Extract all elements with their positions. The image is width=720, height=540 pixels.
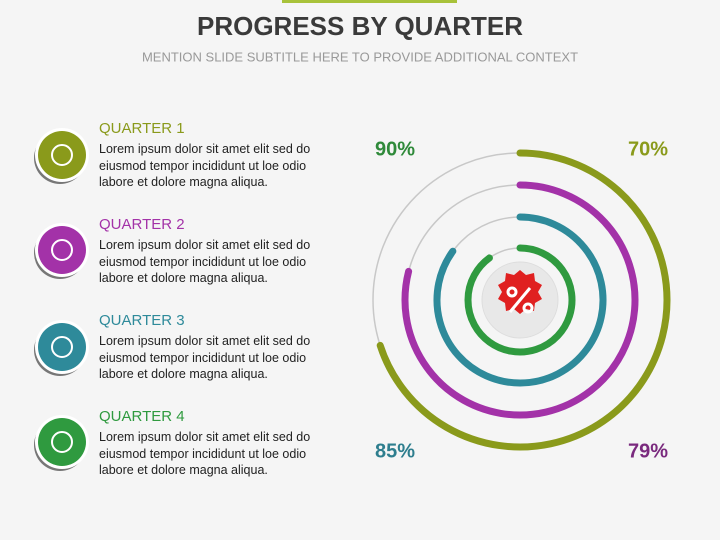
value-label: 90% <box>375 138 415 160</box>
icon-glyph <box>51 144 73 166</box>
icon-disc <box>38 418 86 466</box>
icon-disc <box>38 226 86 274</box>
title: PROGRESS BY QUARTER <box>197 11 523 41</box>
quarter-heading: QUARTER 2 <box>99 216 185 233</box>
icon-disc <box>38 131 86 179</box>
progress-arc <box>401 181 639 419</box>
value-label: 79% <box>628 440 668 462</box>
quarter-item: QUARTER 2 Lorem ipsum dolor sit amet elit… <box>99 216 331 287</box>
icon-disc <box>38 323 86 371</box>
percent-badge <box>498 270 542 314</box>
quarter-description: Lorem ipsum dolor sit amet elit sed do e… <box>99 142 311 189</box>
icon-glyph <box>51 431 73 453</box>
value-label: 85% <box>375 440 415 462</box>
quarter-heading: QUARTER 4 <box>99 408 185 425</box>
value-label: 70% <box>628 138 668 160</box>
quarter-item: QUARTER 3 Lorem ipsum dolor sit amet elit… <box>99 312 331 383</box>
quarter-heading: QUARTER 1 <box>99 120 185 137</box>
quarter-description: Lorem ipsum dolor sit amet elit sed do e… <box>99 238 311 285</box>
accent-bar <box>282 0 457 3</box>
progress-arc <box>464 244 576 356</box>
quarter-heading: QUARTER 3 <box>99 312 185 329</box>
quarter-item: QUARTER 4 Lorem ipsum dolor sit amet elit… <box>99 408 331 479</box>
progress-arc <box>376 149 671 451</box>
percent-icon <box>506 286 534 314</box>
progress-arc <box>433 213 607 387</box>
icon-glyph <box>51 336 73 358</box>
quarter-description: Lorem ipsum dolor sit amet elit sed do e… <box>99 430 311 477</box>
icon-glyph <box>51 239 73 261</box>
quarter-description: Lorem ipsum dolor sit amet elit sed do e… <box>99 334 311 381</box>
subtitle: MENTION SLIDE SUBTITLE HERE TO PROVIDE A… <box>142 49 578 64</box>
quarter-item: QUARTER 1 Lorem ipsum dolor sit amet elit… <box>99 120 331 191</box>
